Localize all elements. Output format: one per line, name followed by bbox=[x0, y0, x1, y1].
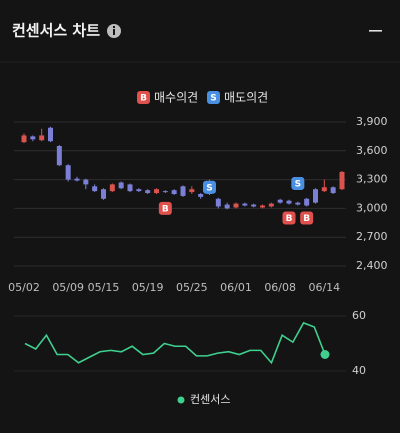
x-tick-label: 06/14 bbox=[308, 281, 340, 294]
signal-marker bbox=[282, 211, 296, 225]
legend-badge-letter: S bbox=[210, 94, 216, 104]
candle-body bbox=[277, 199, 283, 203]
candle-body bbox=[180, 186, 186, 196]
candle-body bbox=[127, 184, 133, 192]
candle-body bbox=[56, 146, 62, 166]
candle-body bbox=[48, 127, 53, 142]
candle-body bbox=[154, 189, 159, 194]
y-tick-label: 40 bbox=[352, 364, 366, 377]
collapse-button[interactable] bbox=[369, 30, 382, 32]
candle-body bbox=[286, 200, 292, 204]
signal-letter: B bbox=[162, 204, 169, 214]
y-tick-label: 3,300 bbox=[356, 173, 388, 186]
signal-marker bbox=[158, 201, 172, 215]
candle-body bbox=[74, 178, 80, 181]
y-tick-label: 3,600 bbox=[356, 144, 388, 157]
signal-marker bbox=[291, 176, 305, 190]
candle-body bbox=[321, 187, 327, 192]
candle-body bbox=[83, 179, 89, 185]
candle-body bbox=[136, 189, 142, 192]
candle-body bbox=[242, 203, 248, 206]
signal-letter: S bbox=[206, 183, 212, 193]
card-title: 컨센서스 차트 bbox=[12, 22, 100, 40]
candle-body bbox=[109, 184, 115, 192]
candle-body bbox=[313, 189, 318, 203]
x-tick-label: 06/01 bbox=[220, 281, 252, 294]
candle-body bbox=[39, 135, 45, 141]
signal-marker bbox=[300, 211, 314, 225]
legend-badge-letter: B bbox=[140, 94, 147, 104]
x-tick-label: 05/09 bbox=[52, 281, 84, 294]
candle-body bbox=[198, 194, 204, 197]
legend-badge bbox=[207, 91, 220, 104]
legend-label: 컨센서스 bbox=[190, 393, 230, 406]
x-tick-label: 05/02 bbox=[8, 281, 40, 294]
candle-body bbox=[295, 202, 301, 205]
candle-body bbox=[162, 191, 168, 193]
x-tick-label: 05/15 bbox=[88, 281, 120, 294]
candle-body bbox=[145, 190, 151, 194]
x-tick-label: 05/19 bbox=[132, 281, 164, 294]
legend-dot bbox=[177, 396, 185, 404]
candle-body bbox=[118, 182, 124, 189]
candle-body bbox=[224, 204, 230, 209]
candle-body bbox=[92, 186, 98, 192]
candle-body bbox=[260, 205, 265, 208]
consensus-line bbox=[24, 321, 326, 365]
candle-body bbox=[215, 198, 221, 207]
y-tick-label: 2,700 bbox=[356, 230, 388, 243]
x-tick-label: 06/08 bbox=[264, 281, 296, 294]
signal-letter: S bbox=[295, 179, 301, 189]
legend-label: 매수의견 bbox=[154, 91, 198, 105]
y-tick-label: 3,000 bbox=[356, 201, 388, 214]
candle-body bbox=[251, 204, 257, 207]
candle-body bbox=[339, 171, 345, 190]
signal-letter: B bbox=[286, 214, 293, 224]
candle-body bbox=[268, 203, 274, 207]
candle-body bbox=[30, 136, 36, 140]
info-icon[interactable] bbox=[107, 24, 121, 38]
candle-body bbox=[21, 135, 27, 143]
legend-badge bbox=[137, 91, 150, 104]
candle-body bbox=[171, 190, 177, 194]
candle-body bbox=[233, 203, 239, 208]
candle-body bbox=[101, 189, 106, 199]
signal-letter: B bbox=[303, 214, 310, 224]
y-tick-label: 60 bbox=[352, 309, 366, 322]
candle-body bbox=[330, 187, 336, 194]
candle-body bbox=[65, 165, 71, 180]
signal-marker bbox=[203, 180, 216, 194]
candle-body bbox=[189, 189, 195, 193]
y-tick-label: 3,900 bbox=[356, 115, 388, 128]
y-tick-label: 2,400 bbox=[356, 259, 388, 272]
x-tick-label: 05/25 bbox=[176, 281, 208, 294]
candle-body bbox=[304, 198, 310, 206]
last-point bbox=[320, 350, 330, 359]
legend-label: 매도의견 bbox=[224, 91, 268, 105]
